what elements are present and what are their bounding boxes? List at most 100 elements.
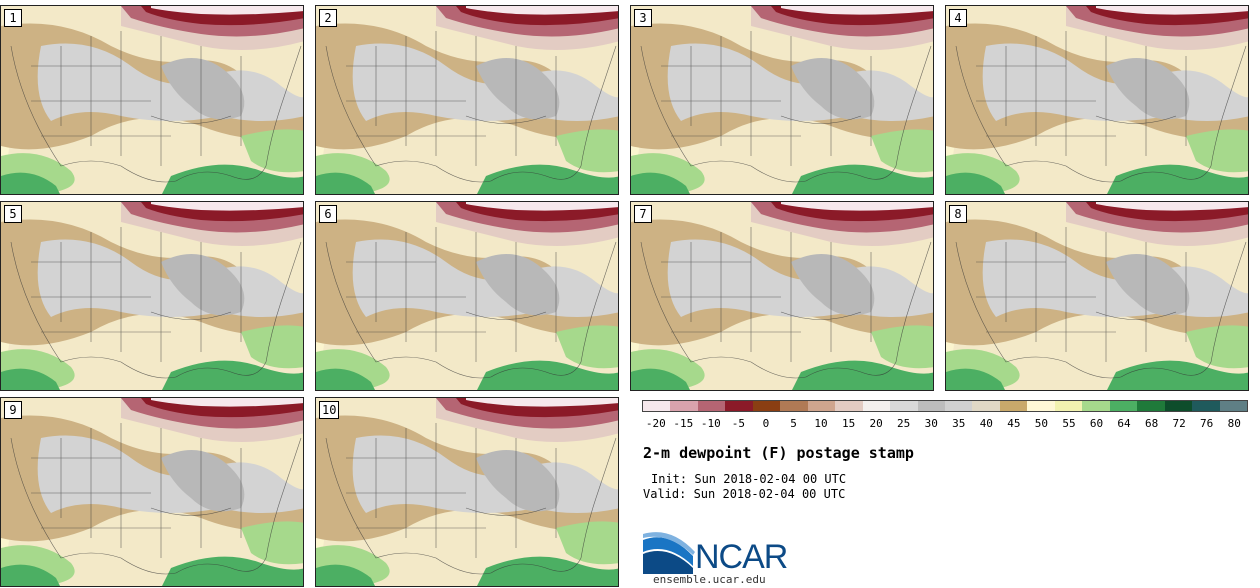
ensemble-member-panel-9: 9 <box>0 397 304 587</box>
colorbar-swatch <box>1192 401 1220 411</box>
ensemble-member-panel-4: 4 <box>945 5 1249 195</box>
member-label: 5 <box>4 205 22 223</box>
state-boundaries <box>325 227 617 379</box>
colorbar-swatch <box>1027 401 1055 411</box>
colorbar-tick: 68 <box>1144 417 1159 430</box>
colorbar-swatch <box>780 401 808 411</box>
dewpoint-contour <box>556 521 618 565</box>
dewpoint-contour <box>241 129 303 173</box>
plot-title: 2-m dewpoint (F) postage stamp <box>643 444 914 462</box>
dewpoint-contour <box>476 450 560 512</box>
dewpoint-contour <box>1 172 60 194</box>
dewpoint-contour <box>1106 58 1190 120</box>
colorbar-swatch <box>862 401 891 411</box>
state-boundaries <box>10 31 302 183</box>
dewpoint-contour <box>466 398 618 407</box>
dewpoint-contour <box>161 450 245 512</box>
init-time: Init: Sun 2018-02-04 00 UTC <box>651 472 847 486</box>
dewpoint-contour <box>1186 325 1248 369</box>
dewpoint-contour <box>946 172 1005 194</box>
ensemble-member-panel-1: 1 <box>0 5 304 195</box>
colorbar-swatch <box>999 401 1028 411</box>
colorbar-swatch <box>725 401 753 411</box>
dewpoint-contour <box>1096 6 1248 15</box>
dewpoint-contour <box>1107 360 1248 390</box>
dewpoint-contour <box>631 368 690 390</box>
colorbar-swatch <box>890 401 918 411</box>
member-label: 4 <box>949 9 967 27</box>
colorbar-tick: 80 <box>1227 417 1241 430</box>
dewpoint-contour <box>162 360 303 390</box>
ensemble-member-panel-7: 7 <box>630 201 934 391</box>
dewpoint-contour <box>466 6 618 15</box>
dewpoint-map <box>316 398 618 586</box>
ensemble-member-panel-2: 2 <box>315 5 619 195</box>
dewpoint-map <box>631 202 933 390</box>
state-boundaries <box>10 423 302 575</box>
colorbar-tick: 60 <box>1089 417 1104 430</box>
dewpoint-map <box>316 202 618 390</box>
dewpoint-contour <box>792 360 933 390</box>
colorbar-tick: 76 <box>1200 417 1214 430</box>
colorbar-tick: 30 <box>924 417 938 430</box>
colorbar-tick: 35 <box>952 417 966 430</box>
colorbar-tick: 15 <box>841 417 856 430</box>
dewpoint-contour <box>1 564 60 586</box>
dewpoint-map <box>946 202 1248 390</box>
ensemble-member-panel-8: 8 <box>945 201 1249 391</box>
colorbar-swatch <box>835 401 863 411</box>
state-boundaries <box>955 227 1247 379</box>
dewpoint-contour <box>316 172 375 194</box>
dewpoint-contour <box>161 58 245 120</box>
dewpoint-map <box>1 6 303 194</box>
colorbar-tick: 20 <box>869 417 883 430</box>
dewpoint-contour <box>792 164 933 194</box>
dewpoint-map <box>1 202 303 390</box>
member-label: 6 <box>319 205 337 223</box>
colorbar-tick: 25 <box>897 417 911 430</box>
dewpoint-contour <box>781 202 933 211</box>
ensemble-member-panel-6: 6 <box>315 201 619 391</box>
colorbar-tick: 55 <box>1062 417 1076 430</box>
colorbar-swatch <box>807 401 836 411</box>
state-boundaries <box>640 227 932 379</box>
colorbar-tick: 0 <box>762 417 770 430</box>
state-boundaries <box>640 31 932 183</box>
dewpoint-contour <box>631 172 690 194</box>
dewpoint-map <box>1 398 303 586</box>
state-boundaries <box>955 31 1247 183</box>
colorbar-swatch <box>1164 401 1193 411</box>
colorbar-tick: -20 <box>645 417 666 430</box>
dewpoint-contour <box>781 6 933 15</box>
colorbar-swatch <box>643 401 671 411</box>
colorbar-swatch <box>1054 401 1083 411</box>
state-boundaries <box>325 423 617 575</box>
ensemble-member-panel-10: 10 <box>315 397 619 587</box>
dewpoint-contour <box>1 368 60 390</box>
dewpoint-contour <box>161 254 245 316</box>
dewpoint-contour <box>241 521 303 565</box>
colorbar-tick: 10 <box>814 417 828 430</box>
dewpoint-contour <box>477 164 618 194</box>
dewpoint-contour <box>1186 129 1248 173</box>
dewpoint-contour <box>946 368 1005 390</box>
dewpoint-contour <box>1106 254 1190 316</box>
logo-url: ensemble.ucar.edu <box>653 573 766 586</box>
member-label: 8 <box>949 205 967 223</box>
dewpoint-contour <box>871 129 933 173</box>
dewpoint-contour <box>241 325 303 369</box>
dewpoint-colorbar <box>642 400 1248 412</box>
dewpoint-contour <box>1107 164 1248 194</box>
colorbar-swatch <box>1109 401 1138 411</box>
colorbar-swatch <box>1082 401 1110 411</box>
dewpoint-contour <box>476 58 560 120</box>
colorbar-tick: 72 <box>1172 417 1186 430</box>
colorbar-tick: -5 <box>731 417 746 430</box>
dewpoint-contour <box>151 202 303 211</box>
state-boundaries <box>325 31 617 183</box>
dewpoint-contour <box>477 360 618 390</box>
dewpoint-contour <box>316 368 375 390</box>
colorbar-swatch <box>752 401 781 411</box>
ensemble-member-panel-5: 5 <box>0 201 304 391</box>
state-boundaries <box>10 227 302 379</box>
